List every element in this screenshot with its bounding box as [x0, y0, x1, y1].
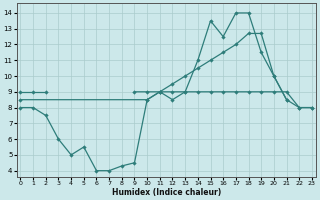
X-axis label: Humidex (Indice chaleur): Humidex (Indice chaleur) — [112, 188, 221, 197]
